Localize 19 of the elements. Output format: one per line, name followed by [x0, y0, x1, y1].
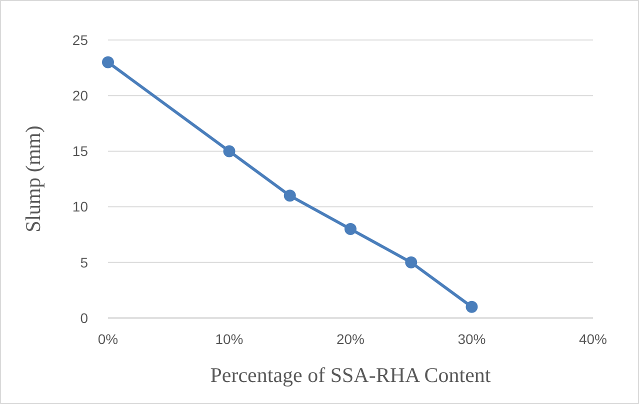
point — [223, 145, 236, 158]
x-tick-label: 20% — [336, 331, 365, 347]
y-axis-title: Slump (mm) — [21, 126, 45, 232]
x-tick-label: 40% — [578, 331, 608, 347]
x-axis-title: Percentage of SSA-RHA Content — [210, 363, 491, 387]
point — [405, 256, 418, 268]
point — [284, 190, 296, 202]
x-tick-label: 30% — [458, 331, 486, 347]
y-tick-label: 20 — [72, 88, 88, 104]
y-tick-label: 5 — [80, 254, 88, 270]
x-tick-label: 0% — [98, 331, 118, 347]
point — [466, 300, 478, 313]
y-tick-label: 15 — [72, 143, 88, 160]
y-tick-label: 10 — [72, 198, 88, 215]
x-tick-label: 10% — [215, 331, 244, 347]
point — [102, 56, 114, 68]
point — [344, 223, 356, 236]
y-tick-label: 0 — [80, 310, 88, 326]
y-tick-label: 25 — [72, 32, 88, 48]
